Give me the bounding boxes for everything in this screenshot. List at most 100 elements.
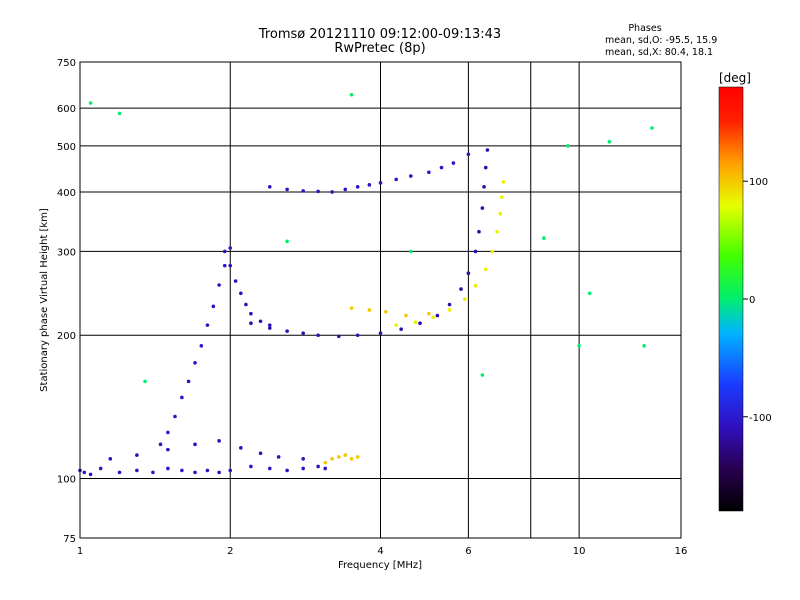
data-point (228, 468, 233, 473)
colorbar-tick-label: 100 (749, 177, 768, 188)
data-point (285, 187, 289, 192)
data-point (249, 464, 253, 469)
data-point (413, 320, 418, 325)
data-point (408, 174, 413, 178)
data-point (498, 211, 503, 216)
data-point (355, 185, 360, 189)
data-point (233, 279, 238, 283)
data-point (451, 161, 456, 165)
data-point (367, 308, 372, 312)
data-point (330, 457, 334, 461)
data-point (399, 327, 403, 331)
data-point (466, 271, 471, 276)
x-tick-label: 6 (465, 546, 471, 557)
data-point (587, 291, 592, 296)
data-point (349, 457, 354, 461)
data-point (447, 308, 452, 312)
data-point (367, 183, 372, 187)
y-tick-label: 300 (57, 247, 76, 258)
data-point (483, 267, 488, 272)
data-point (480, 206, 485, 210)
data-point (211, 304, 216, 309)
data-point (158, 442, 163, 447)
data-point (117, 470, 122, 475)
data-point (135, 468, 139, 473)
data-point (394, 323, 398, 327)
data-point (490, 249, 495, 254)
data-point (285, 329, 289, 333)
data-point (501, 180, 506, 184)
data-point (249, 321, 253, 325)
data-point (495, 229, 499, 234)
chart-title: Tromsø 20121110 09:12:00-09:13:43 (258, 27, 501, 42)
data-point (343, 453, 348, 457)
y-tick-label: 600 (57, 104, 76, 115)
data-point (316, 189, 320, 194)
colorbar (718, 86, 744, 512)
x-tick-label: 2 (227, 546, 233, 557)
data-point (205, 468, 210, 473)
data-point (193, 470, 197, 475)
x-tick-label: 4 (377, 546, 383, 557)
data-point (193, 361, 197, 365)
data-point (349, 92, 354, 97)
data-point (228, 263, 233, 268)
data-point (166, 466, 170, 471)
colorbar-ticks: 100 0 -100 (743, 177, 772, 424)
data-point (151, 470, 155, 475)
y-tick-label: 400 (57, 188, 76, 199)
data-point (566, 144, 570, 148)
data-point (355, 333, 360, 338)
data-point (323, 466, 328, 471)
data-point (473, 249, 478, 254)
y-tick-label: 75 (63, 534, 76, 545)
y-axis-ticks: 75 100 200 300 400 500 600 750 (57, 58, 76, 545)
data-point (267, 323, 272, 327)
data-point (459, 287, 463, 291)
x-axis-label: Frequency [MHz] (338, 560, 422, 571)
data-point (267, 185, 272, 189)
colorbar-tick-label: -100 (749, 413, 772, 424)
data-point (98, 466, 103, 471)
data-point (258, 451, 263, 456)
data-point (301, 457, 305, 461)
y-tick-label: 500 (57, 142, 76, 153)
grid-lines (80, 62, 681, 538)
data-point (199, 344, 204, 348)
data-point (217, 439, 221, 443)
plot-frame (79, 61, 682, 539)
y-axis-label: Stationary phase Virtual Height [km] (39, 208, 50, 392)
data-point (323, 460, 328, 465)
data-point (607, 139, 612, 144)
data-point (330, 190, 334, 194)
data-point (439, 165, 444, 170)
data-point (384, 310, 388, 314)
data-point (193, 442, 197, 447)
data-point (337, 334, 341, 339)
data-point (228, 246, 233, 250)
data-point (205, 323, 210, 327)
data-point (427, 311, 431, 316)
data-point (431, 315, 435, 320)
data-point (222, 263, 227, 268)
data-point (316, 464, 320, 469)
y-tick-label: 100 (57, 475, 76, 486)
data-point (173, 414, 177, 419)
y-tick-label: 750 (57, 58, 76, 69)
data-point (244, 302, 248, 307)
data-point (577, 344, 581, 348)
data-point (485, 148, 490, 152)
stats-o-line: mean, sd,O: -95.5, 15.9 (605, 35, 717, 46)
data-point (301, 189, 305, 193)
data-point (650, 126, 654, 130)
data-point (82, 470, 87, 475)
x-tick-label: 10 (573, 546, 586, 557)
data-point (394, 177, 398, 182)
data-point (249, 311, 253, 316)
data-point (285, 239, 289, 244)
data-point (482, 185, 486, 189)
data-point (404, 313, 408, 318)
data-point (427, 170, 431, 175)
data-point (276, 455, 281, 459)
